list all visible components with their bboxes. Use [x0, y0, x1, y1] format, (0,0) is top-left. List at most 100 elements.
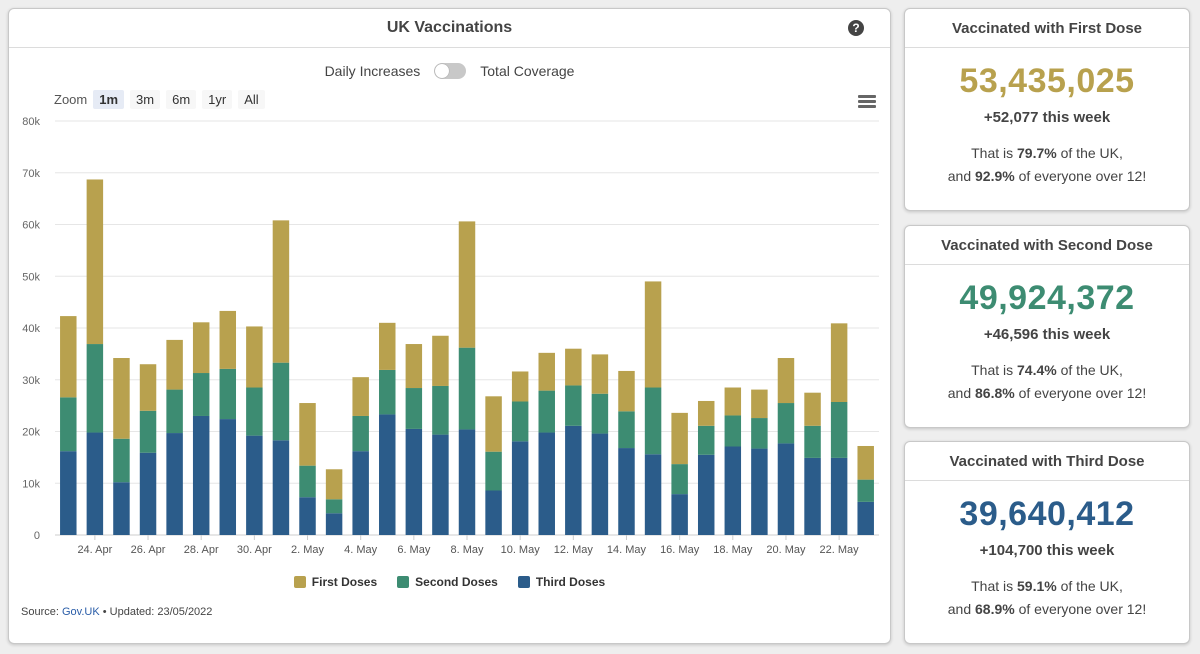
bar-segment[interactable]	[219, 419, 237, 535]
bar-segment[interactable]	[379, 414, 396, 535]
bar-segment[interactable]	[325, 513, 343, 535]
bar-segment[interactable]	[538, 352, 555, 391]
legend-item-second-doses[interactable]: Second Doses	[397, 575, 498, 589]
bar-segment[interactable]	[671, 494, 688, 535]
bar-segment[interactable]	[219, 310, 237, 369]
bar-segment[interactable]	[352, 415, 369, 452]
bar-segment[interactable]	[751, 448, 768, 535]
bar-segment[interactable]	[485, 490, 502, 535]
bar-segment[interactable]	[857, 501, 874, 535]
bar-segment[interactable]	[60, 316, 77, 398]
bar-segment[interactable]	[804, 457, 821, 535]
bar-segment[interactable]	[219, 368, 237, 420]
bar-segment[interactable]	[830, 402, 848, 458]
bar-segment[interactable]	[751, 418, 768, 449]
legend-item-first-doses[interactable]: First Doses	[293, 575, 377, 589]
bar-segment[interactable]	[166, 389, 183, 434]
bar-segment[interactable]	[644, 454, 662, 535]
bar-segment[interactable]	[86, 432, 104, 535]
bar-segment[interactable]	[86, 344, 104, 433]
bar-segment[interactable]	[458, 221, 476, 348]
bar-segment[interactable]	[777, 358, 795, 404]
bar-segment[interactable]	[352, 451, 369, 535]
bar-segment[interactable]	[405, 344, 423, 389]
bar-segment[interactable]	[644, 387, 662, 455]
bar-segment[interactable]	[86, 179, 104, 345]
bar-segment[interactable]	[538, 390, 555, 433]
bar-segment[interactable]	[379, 369, 396, 415]
bar-segment[interactable]	[724, 415, 742, 447]
bar-segment[interactable]	[299, 403, 316, 466]
zoom-button-3m[interactable]: 3m	[130, 90, 161, 109]
bar-segment[interactable]	[644, 281, 662, 388]
bar-segment[interactable]	[618, 448, 635, 535]
bar-segment[interactable]	[432, 434, 449, 535]
bar-segment[interactable]	[379, 322, 396, 370]
bar-segment[interactable]	[60, 451, 77, 535]
bar-segment[interactable]	[697, 400, 715, 426]
bar-segment[interactable]	[591, 433, 609, 535]
bar-segment[interactable]	[804, 425, 821, 458]
bar-segment[interactable]	[591, 393, 609, 434]
bar-segment[interactable]	[618, 411, 635, 449]
bar-segment[interactable]	[565, 425, 582, 535]
bar-segment[interactable]	[857, 445, 874, 480]
source-link[interactable]: Gov.UK	[61, 606, 100, 618]
bar-segment[interactable]	[246, 326, 263, 388]
bar-segment[interactable]	[246, 387, 263, 436]
bar-segment[interactable]	[565, 385, 582, 426]
bar-segment[interactable]	[325, 469, 343, 500]
bar-segment[interactable]	[511, 441, 529, 535]
bar-segment[interactable]	[538, 432, 555, 535]
bar-segment[interactable]	[299, 465, 316, 498]
bar-segment[interactable]	[671, 464, 688, 495]
bar-segment[interactable]	[458, 347, 476, 430]
bar-segment[interactable]	[325, 499, 343, 514]
bar-segment[interactable]	[192, 373, 210, 416]
bar-segment[interactable]	[697, 425, 715, 455]
bar-segment[interactable]	[485, 396, 502, 452]
bar-segment[interactable]	[139, 364, 157, 411]
bar-segment[interactable]	[60, 397, 77, 452]
bar-segment[interactable]	[458, 429, 476, 535]
legend-item-third-doses[interactable]: Third Doses	[517, 575, 605, 589]
bar-segment[interactable]	[139, 410, 157, 453]
toggle-left-label[interactable]: Daily Increases	[324, 63, 421, 79]
bar-segment[interactable]	[166, 339, 183, 390]
mode-toggle-switch[interactable]	[434, 63, 467, 79]
bar-segment[interactable]	[697, 454, 715, 535]
bar-segment[interactable]	[671, 412, 688, 465]
bar-segment[interactable]	[804, 392, 821, 426]
bar-segment[interactable]	[751, 389, 768, 419]
zoom-button-1m[interactable]: 1m	[93, 90, 125, 109]
bar-segment[interactable]	[591, 354, 609, 394]
bar-segment[interactable]	[777, 443, 795, 535]
bar-segment[interactable]	[724, 446, 742, 535]
bar-segment[interactable]	[724, 387, 742, 416]
zoom-button-1yr[interactable]: 1yr	[202, 90, 233, 109]
toggle-right-label[interactable]: Total Coverage	[480, 63, 575, 79]
bar-segment[interactable]	[166, 433, 183, 535]
zoom-button-all[interactable]: All	[238, 90, 265, 109]
help-icon[interactable]: ?	[848, 20, 864, 36]
bar-segment[interactable]	[272, 220, 290, 363]
bar-segment[interactable]	[299, 497, 316, 535]
bar-segment[interactable]	[352, 377, 369, 416]
bar-segment[interactable]	[432, 335, 449, 386]
bar-segment[interactable]	[113, 358, 130, 439]
bar-segment[interactable]	[777, 403, 795, 444]
bar-segment[interactable]	[139, 452, 157, 535]
bar-segment[interactable]	[113, 438, 130, 483]
bar-segment[interactable]	[432, 385, 449, 435]
bar-segment[interactable]	[830, 323, 848, 403]
bar-segment[interactable]	[192, 322, 210, 374]
bar-segment[interactable]	[192, 415, 210, 535]
bar-segment[interactable]	[830, 457, 848, 535]
bar-segment[interactable]	[857, 479, 874, 502]
hamburger-menu-icon[interactable]	[858, 95, 876, 110]
zoom-button-6m[interactable]: 6m	[166, 90, 197, 109]
bar-segment[interactable]	[565, 348, 582, 386]
bar-segment[interactable]	[246, 435, 263, 535]
bar-segment[interactable]	[405, 388, 423, 429]
bar-segment[interactable]	[511, 371, 529, 402]
